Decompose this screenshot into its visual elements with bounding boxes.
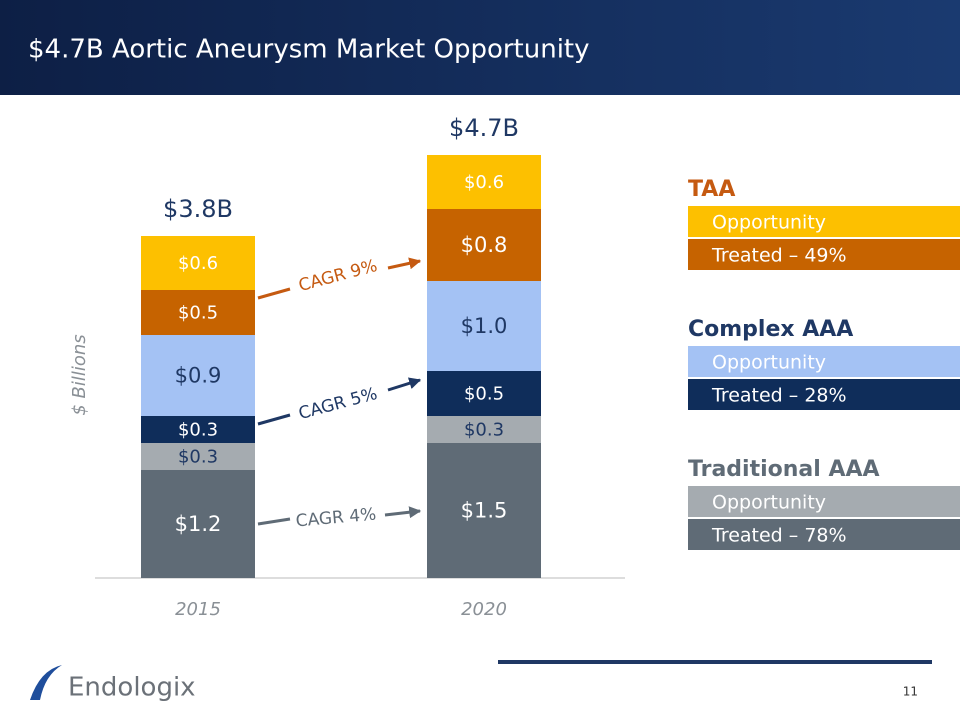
bar-segment xyxy=(427,281,541,371)
annotation-line xyxy=(257,413,291,426)
legend-label: Treated – 78% xyxy=(711,525,847,547)
value-label: $0.9 xyxy=(175,364,222,388)
value-label: $0.3 xyxy=(178,447,218,468)
legend-swatch xyxy=(688,346,960,377)
annotation: CAGR 4% xyxy=(295,505,377,532)
value-label: $0.5 xyxy=(178,303,218,324)
legend-group-title: Traditional AAA xyxy=(688,457,880,482)
legend-group-title: TAA xyxy=(688,177,735,202)
bar-segment xyxy=(427,155,541,209)
x-tick-label: 2020 xyxy=(461,599,507,620)
logo-mark xyxy=(30,665,62,700)
legend-swatch xyxy=(688,379,960,410)
annotation-arrow xyxy=(387,257,422,270)
legend-label: Treated – 28% xyxy=(711,385,847,407)
page-number: 11 xyxy=(903,685,918,699)
logo: Endologix xyxy=(68,673,196,703)
legend-swatch xyxy=(688,206,960,237)
bar-segment xyxy=(141,470,255,578)
annotation: CAGR 9% xyxy=(297,256,380,296)
legend-label: Opportunity xyxy=(712,352,826,374)
bar-segment xyxy=(141,335,255,416)
bar-segment xyxy=(141,416,255,443)
legend-label: Treated – 49% xyxy=(711,245,847,267)
y-axis-label: $ Billions xyxy=(69,334,90,415)
total-label: $3.8B xyxy=(163,195,233,223)
bar-segment xyxy=(427,443,541,578)
legend-swatch xyxy=(688,486,960,517)
value-label: $1.2 xyxy=(175,512,222,536)
legend-group-title: Complex AAA xyxy=(688,317,853,342)
bar-segment xyxy=(141,236,255,290)
bar-segment xyxy=(427,209,541,281)
value-label: $0.3 xyxy=(464,420,504,441)
value-label: $0.8 xyxy=(461,233,508,257)
legend-swatch xyxy=(688,519,960,550)
annotation-arrow xyxy=(384,506,422,519)
header-band xyxy=(0,0,960,95)
value-label: $0.3 xyxy=(178,420,218,441)
value-label: $1.5 xyxy=(461,499,508,523)
legend-label: Opportunity xyxy=(712,212,826,234)
bar-segment xyxy=(427,416,541,443)
bar-segment xyxy=(427,371,541,416)
annotation: CAGR 5% xyxy=(297,384,380,424)
value-label: $0.6 xyxy=(178,253,218,274)
annotation-line xyxy=(257,287,291,300)
legend-label: Opportunity xyxy=(712,492,826,514)
bar-segment xyxy=(141,443,255,470)
bar-segment xyxy=(141,290,255,335)
slide-title: $4.7B Aortic Aneurysm Market Opportunity xyxy=(28,35,590,65)
annotation-arrow xyxy=(387,377,422,392)
annotation-line xyxy=(257,517,291,526)
x-tick-label: 2015 xyxy=(175,599,221,620)
legend-swatch xyxy=(688,239,960,270)
value-label: $0.6 xyxy=(464,172,504,193)
value-label: $0.5 xyxy=(464,384,504,405)
total-label: $4.7B xyxy=(449,114,519,142)
value-label: $1.0 xyxy=(461,314,508,338)
